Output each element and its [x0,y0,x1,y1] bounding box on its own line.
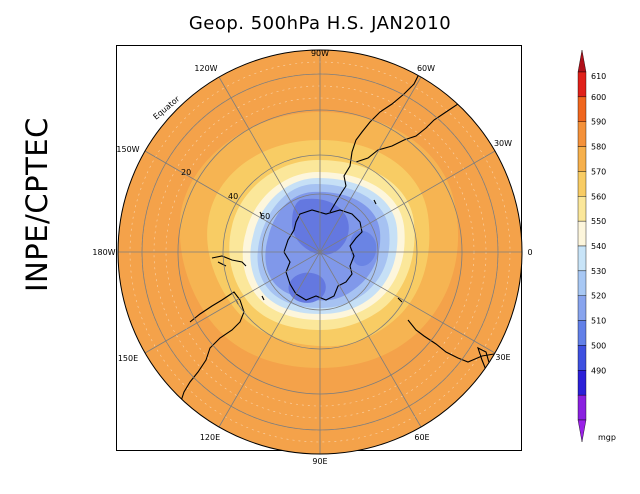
colorbar-swatch [577,96,587,122]
colorbar-level-label: 610 [591,72,606,81]
meridian-150 [144,150,496,354]
colorbar-swatch [577,370,587,396]
lon-label-60w: 60W [417,64,435,73]
lon-label-30e: 30E [495,353,510,362]
colorbar-swatch [577,146,587,172]
colorbar-swatch [577,220,587,247]
colorbar-level-label: 580 [591,143,606,152]
colorbar-level-label: 600 [591,93,606,102]
colorbar-swatch [577,196,587,222]
contour-510-c [350,230,377,266]
colorbar-level-label: 500 [591,341,606,350]
colorbar-top-arrow [577,49,587,73]
antarctica-coastline [283,209,363,301]
new-zealand-coastline [211,255,247,267]
colorbar-unit: mgp [598,433,616,442]
colorbar-swatch [577,320,587,346]
colorbar-level-label: 590 [591,118,606,127]
colorbar-level-label: 570 [591,167,606,176]
colorbar-swatch [577,121,587,147]
colorbar-bottom-arrow [577,419,587,443]
colorbar-level-label: 530 [591,267,606,276]
lon-label-90e: 90E [312,457,327,466]
colorbar-swatch [577,71,587,98]
longitude-labels: 90W 60W 30W 0 30E 60E 90E 120E 150E 180W… [92,49,532,466]
lon-label-150e: 150E [118,354,138,363]
colorbar-level-label: 550 [591,217,606,226]
colorbar-level-label: 490 [591,366,606,375]
lat-label-20: 20 [181,168,191,177]
colorbar-level-label: 560 [591,192,606,201]
colorbar-swatch [577,171,587,197]
colorbar-swatch [577,394,587,421]
graticule [118,50,522,454]
lon-label-120e: 120E [200,433,220,442]
contour-510 [292,198,349,255]
colorbar-level-label: 540 [591,242,606,251]
colorbar-level-label: 520 [591,292,606,301]
colorbar-swatch [577,270,587,296]
colorbar [577,49,587,443]
lon-label-0: 0 [527,248,532,257]
lon-label-60e: 60E [414,433,429,442]
lon-label-120w: 120W [194,64,217,73]
lat-label-60: 60 [260,212,270,221]
lon-label-90w: 90W [311,49,329,58]
map-disk-outline [117,49,523,455]
colorbar-swatch [577,345,587,371]
lon-label-30w: 30W [494,139,512,148]
map-title: Geop. 500hPa H.S. JAN2010 [188,13,452,34]
colorbar-level-label: 510 [591,317,606,326]
lat-label-40: 40 [228,192,238,201]
colorbar-swatch [577,245,587,272]
colorbar-labels: 610 600 590 580 570 560 550 540 530 520 510 500 490 [591,72,606,375]
colorbar-swatch [577,295,587,321]
lon-label-150w: 150W [116,145,139,154]
australia-coastline [179,291,245,405]
lon-label-180w: 180W [92,248,115,257]
